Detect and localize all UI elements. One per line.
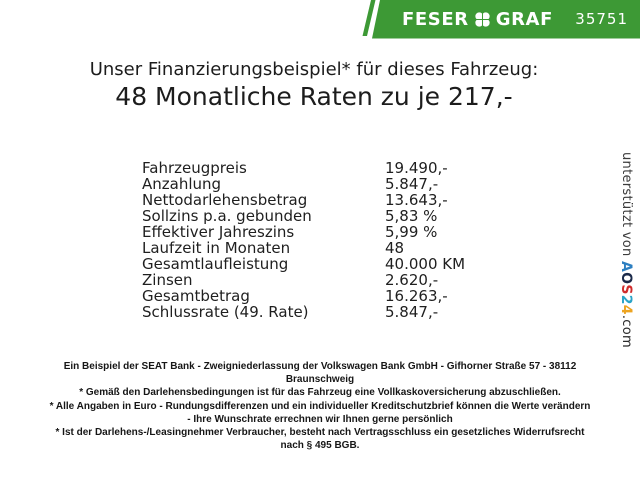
financing-table: Fahrzeugpreis 19.490,- Anzahlung 5.847,-… <box>142 160 465 320</box>
table-row: Nettodarlehensbetrag 13.643,- <box>142 192 465 208</box>
table-row: Schlussrate (49. Rate) 5.847,- <box>142 304 465 320</box>
row-value: 2.620,- <box>385 271 439 289</box>
clover-icon <box>473 10 491 28</box>
aos24-letter: A <box>618 261 634 273</box>
supported-by-banner: unterstützt von AOS24.com <box>618 152 634 348</box>
row-label: Nettodarlehensbetrag <box>142 191 308 209</box>
footnote-line: * Ist der Darlehens-/Leasingnehmer Verbr… <box>55 427 585 439</box>
row-value: 5,99 % <box>385 223 438 241</box>
table-row: Gesamtbetrag 16.263,- <box>142 288 465 304</box>
vehicle-number-badge: 35751 <box>575 10 628 28</box>
banner-background <box>362 0 640 39</box>
row-label: Sollzins p.a. gebunden <box>142 207 312 225</box>
row-label: Fahrzeugpreis <box>142 159 247 177</box>
aos24-letter: 4 <box>618 304 634 315</box>
aos24-letter: O <box>618 272 634 285</box>
aos24-letter: 2 <box>618 294 634 305</box>
monthly-rate-headline: 48 Monatliche Raten zu je 217,- <box>115 82 513 111</box>
row-value: 5.847,- <box>385 303 439 321</box>
row-label: Gesamtlaufleistung <box>142 255 289 273</box>
row-value: 5,83 % <box>385 207 438 225</box>
brand-name-graf: GRAF <box>495 8 553 30</box>
row-label: Laufzeit in Monaten <box>142 239 291 257</box>
row-value: 13.643,- <box>385 191 448 209</box>
table-row: Fahrzeugpreis 19.490,- <box>142 160 465 176</box>
row-value: 48 <box>385 239 405 257</box>
table-row: Laufzeit in Monaten 48 <box>142 240 465 256</box>
row-label: Effektiver Jahreszins <box>142 223 295 241</box>
row-value: 19.490,- <box>385 159 448 177</box>
table-row: Zinsen 2.620,- <box>142 272 465 288</box>
table-row: Gesamtlaufleistung 40.000 KM <box>142 256 465 272</box>
footnote-line: * Gemäß den Darlehensbedingungen ist für… <box>79 387 561 399</box>
finance-example-title: Unser Finanzierungsbeispiel* für dieses … <box>89 59 539 80</box>
banner-content: FESER GRAF 35751 <box>402 0 628 38</box>
footnote-line: nach § 495 BGB. <box>280 440 360 452</box>
table-row: Sollzins p.a. gebunden 5,83 % <box>142 208 465 224</box>
footnote-line: Braunschweig <box>285 374 355 386</box>
footnote-line: - Ihre Wunschrate errechnen wir Ihnen ge… <box>187 413 453 425</box>
row-value: 40.000 KM <box>385 255 466 273</box>
page-title: Unser Finanzierungsbeispiel* für dieses … <box>0 59 628 112</box>
aos24-domain-suffix: .com <box>619 314 634 348</box>
brand-logo: FESER GRAF <box>402 9 553 30</box>
supported-by-label: unterstützt von <box>619 152 634 261</box>
footnote-line: * Alle Angaben in Euro - Rundungsdiffere… <box>49 400 591 412</box>
aos24-letter: S <box>618 284 634 295</box>
footnotes: Ein Beispiel der SEAT Bank - Zweignieder… <box>0 360 640 452</box>
footnote-line: Ein Beispiel der SEAT Bank - Zweignieder… <box>63 361 577 372</box>
table-row: Anzahlung 5.847,- <box>142 176 465 192</box>
row-label: Anzahlung <box>142 175 222 193</box>
table-row: Effektiver Jahreszins 5,99 % <box>142 224 465 240</box>
row-label: Schlussrate (49. Rate) <box>142 303 309 321</box>
brand-name-feser: FESER <box>402 8 469 30</box>
row-label: Zinsen <box>142 271 193 289</box>
row-value: 5.847,- <box>385 175 439 193</box>
aos24-logo: AOS24 <box>618 261 634 315</box>
row-label: Gesamtbetrag <box>142 287 250 305</box>
row-value: 16.263,- <box>385 287 448 305</box>
